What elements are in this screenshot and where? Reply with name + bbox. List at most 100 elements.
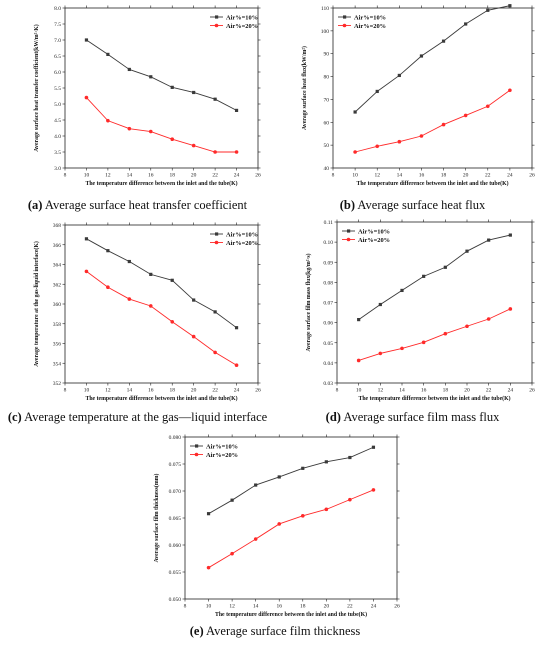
x-tick-label: 18 [300, 604, 306, 610]
data-point-series-1 [84, 38, 89, 42]
chart-a: 8 10 12 14 16 18 20 22 24 26 3.0 3.5 4.0 4.5 5.0 5.5 6.0… [33, 5, 261, 187]
y-tick-label: 360 [53, 302, 62, 308]
y-tick-label: 0.04 [323, 361, 333, 367]
data-point-series-2 [234, 363, 239, 368]
x-tick-label: 10 [84, 388, 90, 394]
data-point-series-2 [253, 537, 258, 541]
x-tick-label: 26 [529, 388, 535, 394]
data-point-series-2 [443, 331, 448, 336]
x-tick-label: 8 [336, 388, 339, 394]
data-point-series-2 [300, 514, 305, 518]
x-tick-label: 24 [234, 173, 240, 179]
y-axis-label: Average temperature at the gas-liquid in… [33, 241, 40, 367]
data-point-series-1 [371, 445, 376, 449]
x-tick-label: 20 [463, 173, 469, 179]
x-tick-label: 16 [421, 388, 427, 394]
y-tick-label: 0.060 [169, 543, 182, 549]
legend-marker-2 [342, 23, 347, 28]
y-tick-label: 0.05 [323, 341, 333, 347]
data-point-series-1 [192, 298, 196, 302]
x-tick-label: 14 [127, 173, 133, 179]
y-tick-label: 7.0 [54, 38, 61, 44]
data-point-series-2 [419, 134, 424, 138]
x-axis-label: The temperature difference between the i… [358, 395, 510, 402]
data-point-series-1 [441, 39, 446, 43]
legend-marker-2 [214, 240, 219, 245]
legend-marker-2 [214, 23, 219, 28]
data-point-series-2 [465, 324, 469, 329]
y-tick-label: 0.075 [169, 462, 182, 468]
x-tick-label: 14 [397, 173, 403, 179]
series-line-1 [358, 234, 511, 320]
x-tick-label: 14 [253, 604, 259, 610]
legend-label-2: Air%=20% [358, 237, 390, 244]
data-point-series-2 [230, 551, 234, 556]
x-tick-label: 16 [276, 604, 282, 610]
series-line-1 [86, 238, 237, 329]
data-point-series-1 [192, 90, 196, 95]
y-tick-label: 0.06 [323, 321, 333, 327]
caption-a: (a) Average surface heat transfer coeffi… [27, 198, 248, 212]
x-tick-label: 20 [191, 388, 197, 394]
y-tick-label: 60 [324, 120, 330, 126]
data-point-series-2 [356, 358, 361, 363]
x-tick-label: 8 [332, 173, 335, 179]
x-tick-label: 24 [508, 388, 514, 394]
data-point-series-2 [486, 317, 491, 321]
data-point-series-1 [397, 73, 401, 78]
chart-e: 8 10 12 14 16 18 20 22 24 26 0.050 0.055 0.060 0.065 0… [153, 434, 400, 618]
data-point-series-1 [348, 455, 352, 460]
data-point-series-2 [353, 150, 357, 154]
legend-label-1: Air%=10% [226, 231, 258, 238]
plot-frame [184, 436, 398, 600]
x-tick-label: 20 [191, 173, 197, 179]
legend-label-2: Air%=20% [354, 23, 386, 30]
y-tick-label: 0.080 [169, 435, 182, 441]
data-point-series-2 [400, 346, 404, 351]
data-point-series-2 [397, 139, 402, 144]
x-tick-label: 22 [212, 173, 218, 179]
y-tick-label: 364 [53, 263, 62, 269]
y-tick-label: 368 [53, 223, 62, 229]
data-point-series-2 [148, 304, 153, 308]
x-tick-label: 18 [443, 388, 449, 394]
data-point-series-1 [486, 8, 490, 12]
data-point-series-2 [378, 351, 383, 356]
legend-label-1: Air%=10% [354, 14, 386, 21]
data-point-series-1 [419, 54, 424, 58]
legend-marker-1 [347, 229, 351, 233]
y-tick-label: 4.5 [54, 118, 61, 124]
caption-c: (c) Average temperature at the gas—liqui… [7, 410, 268, 424]
legend-marker-1 [215, 232, 219, 236]
y-tick-label: 3.0 [54, 166, 61, 172]
x-tick-label: 8 [184, 604, 187, 610]
y-tick-label: 0.03 [323, 381, 333, 387]
data-point-series-2 [375, 144, 380, 149]
data-point-series-2 [463, 113, 468, 118]
x-tick-label: 24 [371, 604, 377, 610]
x-tick-label: 10 [206, 604, 212, 610]
y-tick-label: 0.065 [169, 516, 182, 522]
series-line-1 [86, 39, 237, 111]
y-tick-label: 80 [324, 75, 330, 81]
x-tick-label: 26 [529, 173, 535, 179]
y-tick-label: 4.0 [54, 134, 61, 140]
data-point-series-2 [148, 129, 153, 134]
data-point-series-2 [508, 307, 513, 311]
y-tick-label: 6.0 [54, 70, 61, 76]
series-line-1 [354, 5, 510, 113]
data-point-series-2 [191, 334, 196, 339]
y-tick-label: 90 [324, 52, 330, 58]
y-tick-label: 40 [324, 166, 330, 172]
y-tick-label: 110 [321, 6, 329, 12]
legend-label-1: Air%=10% [206, 443, 238, 450]
x-tick-label: 12 [105, 173, 111, 179]
x-tick-label: 16 [148, 173, 154, 179]
data-point-series-2 [127, 297, 132, 301]
chart-b: 8 10 12 14 16 18 20 22 24 26 40 50 60 70 80 90 100 110 The… [301, 4, 535, 187]
x-tick-label: 12 [229, 604, 235, 610]
data-point-series-1 [213, 310, 217, 314]
y-tick-label: 0.070 [169, 489, 182, 495]
data-point-series-2 [191, 143, 196, 148]
data-point-series-1 [254, 483, 258, 487]
